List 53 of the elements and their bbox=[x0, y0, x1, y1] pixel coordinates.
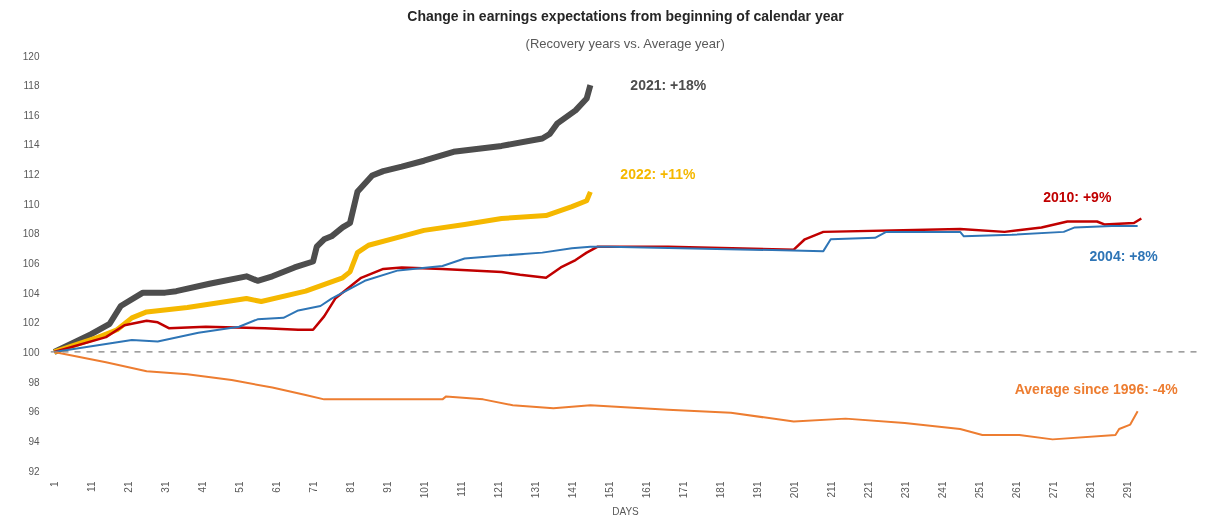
x-tick-label: 11 bbox=[86, 481, 98, 492]
x-tick-label: 241 bbox=[936, 481, 948, 499]
x-tick-label: 101 bbox=[418, 481, 430, 499]
x-axis-title: DAYS bbox=[612, 506, 640, 518]
y-tick-label: 102 bbox=[22, 317, 40, 329]
x-tick-label: 151 bbox=[603, 481, 615, 499]
y-tick-label: 114 bbox=[23, 139, 40, 151]
x-tick-label: 171 bbox=[677, 481, 689, 499]
y-tick-label: 118 bbox=[23, 80, 40, 92]
x-tick-label: 161 bbox=[640, 481, 652, 499]
x-tick-label: 201 bbox=[788, 481, 800, 499]
series-label: 2004: +8% bbox=[1089, 247, 1159, 264]
y-tick-label: 108 bbox=[22, 228, 40, 240]
x-tick-label: 251 bbox=[973, 481, 985, 499]
x-tick-label: 291 bbox=[1121, 481, 1133, 499]
y-tick-label: 96 bbox=[28, 406, 40, 418]
x-tick-label: 1 bbox=[49, 481, 61, 488]
y-tick-label: 110 bbox=[23, 198, 40, 210]
x-tick-label: 271 bbox=[1047, 481, 1059, 499]
x-tick-label: 231 bbox=[899, 481, 911, 499]
x-tick-label: 191 bbox=[751, 481, 763, 499]
series-label: 2010: +9% bbox=[1043, 188, 1112, 205]
chart-title: Change in earnings expectations from beginning of calendar year bbox=[407, 7, 845, 24]
x-tick-label: 221 bbox=[862, 481, 874, 499]
x-tick-label: 61 bbox=[271, 481, 283, 493]
y-tick-label: 116 bbox=[23, 109, 40, 121]
x-tick-label: 281 bbox=[1084, 481, 1096, 499]
text: Average since 1996: -4% bbox=[1014, 381, 1179, 398]
y-tick-label: 94 bbox=[28, 435, 40, 447]
y-tick-label: 98 bbox=[28, 376, 40, 388]
y-tick-label: 104 bbox=[22, 287, 40, 299]
x-tick-label: 81 bbox=[345, 481, 357, 493]
x-tick-label: 121 bbox=[492, 481, 504, 499]
x-tick-label: 131 bbox=[529, 481, 541, 499]
x-tick-label: 141 bbox=[566, 481, 578, 499]
x-tick-label: 51 bbox=[234, 481, 246, 493]
y-tick-label: 100 bbox=[22, 346, 40, 358]
x-tick-label: 211 bbox=[825, 481, 837, 498]
y-tick-label: 112 bbox=[23, 169, 40, 181]
x-tick-label: 21 bbox=[123, 481, 135, 493]
x-tick-label: 31 bbox=[160, 481, 172, 493]
y-tick-label: 120 bbox=[22, 50, 40, 62]
x-tick-label: 181 bbox=[714, 481, 726, 499]
x-tick-label: 91 bbox=[382, 481, 393, 493]
y-tick-label: 106 bbox=[22, 258, 40, 269]
text: 2021: +18% bbox=[630, 77, 707, 94]
chart-subtitle: (Recovery years vs. Average year) bbox=[525, 35, 725, 51]
x-tick-label: 71 bbox=[308, 481, 320, 493]
x-tick-label: 41 bbox=[197, 481, 209, 493]
y-tick-label: 92 bbox=[28, 465, 40, 477]
text: 2022: +11% bbox=[620, 165, 697, 182]
x-tick-label: 261 bbox=[1010, 481, 1022, 499]
x-tick-label: 111 bbox=[455, 481, 467, 497]
